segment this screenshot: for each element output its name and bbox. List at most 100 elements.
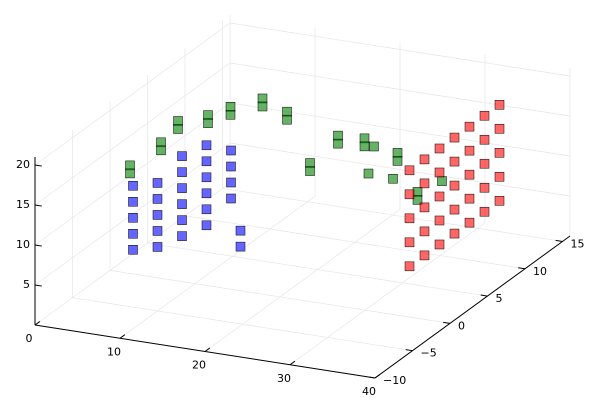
y-tick-label: 15 <box>571 237 585 250</box>
voxel <box>235 225 246 236</box>
voxel <box>305 166 315 176</box>
voxel <box>479 134 490 145</box>
voxel <box>464 145 475 156</box>
tick-mark <box>119 334 126 339</box>
grid-line <box>72 297 413 352</box>
voxel <box>201 204 212 215</box>
voxel <box>359 133 370 144</box>
voxel <box>494 124 505 134</box>
voxel <box>449 228 460 239</box>
y-tick-label: 0 <box>458 319 465 332</box>
voxel <box>128 245 138 255</box>
voxel <box>156 137 166 148</box>
voxel <box>449 132 460 143</box>
voxel <box>257 93 268 104</box>
voxel <box>479 182 490 193</box>
grid-line <box>109 270 451 324</box>
voxel <box>419 226 430 237</box>
voxel <box>392 156 403 166</box>
voxel <box>152 226 163 236</box>
grid-line <box>229 142 571 197</box>
x-tick-label: 20 <box>192 359 206 372</box>
grid-line <box>34 22 231 166</box>
y-tick-label: −10 <box>383 374 406 387</box>
z-tick-label: 5 <box>23 278 30 291</box>
voxel <box>226 177 236 188</box>
voxel <box>363 168 374 179</box>
z-tick-label: 10 <box>16 238 30 251</box>
voxel <box>479 110 490 121</box>
tick-mark <box>443 321 451 324</box>
voxel <box>434 215 445 226</box>
voxel <box>434 239 445 250</box>
voxel <box>226 193 236 204</box>
voxel <box>494 172 505 182</box>
voxel <box>479 206 490 217</box>
voxel <box>226 145 236 156</box>
voxel <box>128 181 138 191</box>
voxel <box>404 261 415 272</box>
tick-mark <box>34 244 42 247</box>
grid-line <box>34 62 231 206</box>
voxel <box>201 172 212 183</box>
voxel <box>203 118 213 128</box>
voxel <box>333 130 343 141</box>
voxel <box>152 210 163 220</box>
tick-mark <box>204 347 211 352</box>
voxel <box>412 195 423 205</box>
voxel <box>404 213 415 224</box>
voxel <box>177 151 187 161</box>
voxel <box>449 156 460 167</box>
voxel <box>494 196 505 206</box>
voxel <box>449 180 460 191</box>
voxel <box>419 202 430 213</box>
voxel <box>177 199 187 209</box>
voxel <box>177 215 187 225</box>
voxel <box>257 101 268 112</box>
z-tick-label: 15 <box>16 198 30 211</box>
voxel <box>128 213 138 223</box>
voxel <box>173 116 183 126</box>
tick-mark <box>518 267 526 270</box>
x-tick-label: 40 <box>362 385 376 398</box>
voxel <box>201 140 212 151</box>
voxel <box>235 241 246 252</box>
voxel <box>128 197 138 207</box>
x-tick-label: 10 <box>107 345 121 358</box>
voxel <box>494 148 505 158</box>
tick-mark <box>289 360 296 366</box>
voxel <box>173 124 183 134</box>
voxel <box>203 110 213 120</box>
voxel <box>225 102 236 112</box>
voxel <box>152 194 163 204</box>
voxel <box>388 173 398 184</box>
y-tick-label: −5 <box>421 347 437 360</box>
voxel <box>412 187 423 197</box>
voxel <box>404 189 415 200</box>
grid-line <box>204 209 401 352</box>
voxel <box>156 145 166 156</box>
tick-mark <box>34 321 41 326</box>
voxel <box>464 121 475 132</box>
tick-mark <box>34 284 42 287</box>
voxel <box>419 154 430 165</box>
voxel <box>419 178 430 189</box>
voxel <box>434 143 445 154</box>
voxel <box>437 176 447 186</box>
tick-mark <box>555 239 563 242</box>
grid-line <box>147 242 488 297</box>
voxel <box>201 156 212 167</box>
z-tick-label: 20 <box>16 158 30 171</box>
voxel <box>125 168 135 179</box>
voxel <box>419 250 430 261</box>
voxel <box>125 160 135 171</box>
voxel <box>282 106 292 117</box>
voxel <box>333 138 343 149</box>
grid-line <box>229 22 571 77</box>
voxel <box>369 141 379 152</box>
voxel <box>152 178 163 188</box>
voxel <box>449 204 460 215</box>
y-tick-label: 5 <box>496 292 503 305</box>
